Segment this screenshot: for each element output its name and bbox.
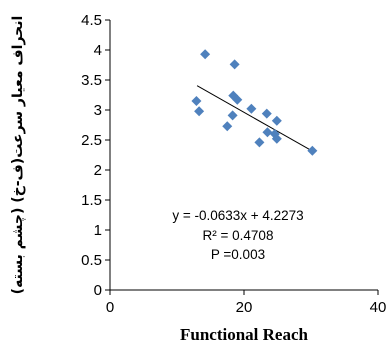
x-tick-label: 0 bbox=[106, 299, 114, 316]
data-point bbox=[254, 137, 265, 148]
x-tick-label: 40 bbox=[370, 299, 387, 316]
y-tick-label: 1 bbox=[94, 222, 102, 239]
x-axis-label: Functional Reach bbox=[180, 325, 309, 344]
p-value-label: P =0.003 bbox=[211, 247, 265, 262]
data-point bbox=[200, 49, 211, 60]
r-squared-label: R² = 0.4708 bbox=[203, 228, 274, 243]
y-tick-label: 1.5 bbox=[81, 192, 102, 209]
trendline-group bbox=[196, 85, 315, 153]
data-point bbox=[262, 127, 273, 138]
y-axis-label: انحراف معیار سرعت(ف-خ) (چشم بسته) bbox=[10, 16, 26, 295]
axes: 0 0.5 1 1.5 2 2.5 3 3.5 4 4.5 0 20 40 bbox=[81, 12, 386, 316]
trendline bbox=[196, 85, 315, 153]
y-tick-label: 0.5 bbox=[81, 252, 102, 269]
data-point bbox=[227, 110, 238, 121]
x-tick-label: 20 bbox=[236, 299, 253, 316]
y-tick-label: 4.5 bbox=[81, 12, 102, 29]
data-point bbox=[261, 108, 272, 119]
y-tick-label: 3.5 bbox=[81, 72, 102, 89]
data-point bbox=[194, 106, 205, 117]
data-point bbox=[307, 145, 318, 156]
equation-label: y = -0.0633x + 4.2273 bbox=[172, 208, 303, 223]
y-tick-label: 0 bbox=[94, 282, 102, 299]
regression-annotations: y = -0.0633x + 4.2273 R² = 0.4708 P =0.0… bbox=[172, 208, 303, 262]
data-point bbox=[222, 121, 233, 132]
y-tick-label: 4 bbox=[94, 42, 102, 59]
data-point bbox=[271, 115, 282, 126]
data-point bbox=[229, 59, 240, 70]
data-points bbox=[191, 49, 318, 156]
data-point bbox=[191, 96, 202, 106]
data-point bbox=[271, 133, 282, 144]
y-tick-label: 2 bbox=[94, 162, 102, 179]
data-point bbox=[232, 94, 243, 105]
y-tick-label: 2.5 bbox=[81, 132, 102, 149]
y-tick-label: 3 bbox=[94, 102, 102, 119]
data-point bbox=[246, 103, 257, 114]
